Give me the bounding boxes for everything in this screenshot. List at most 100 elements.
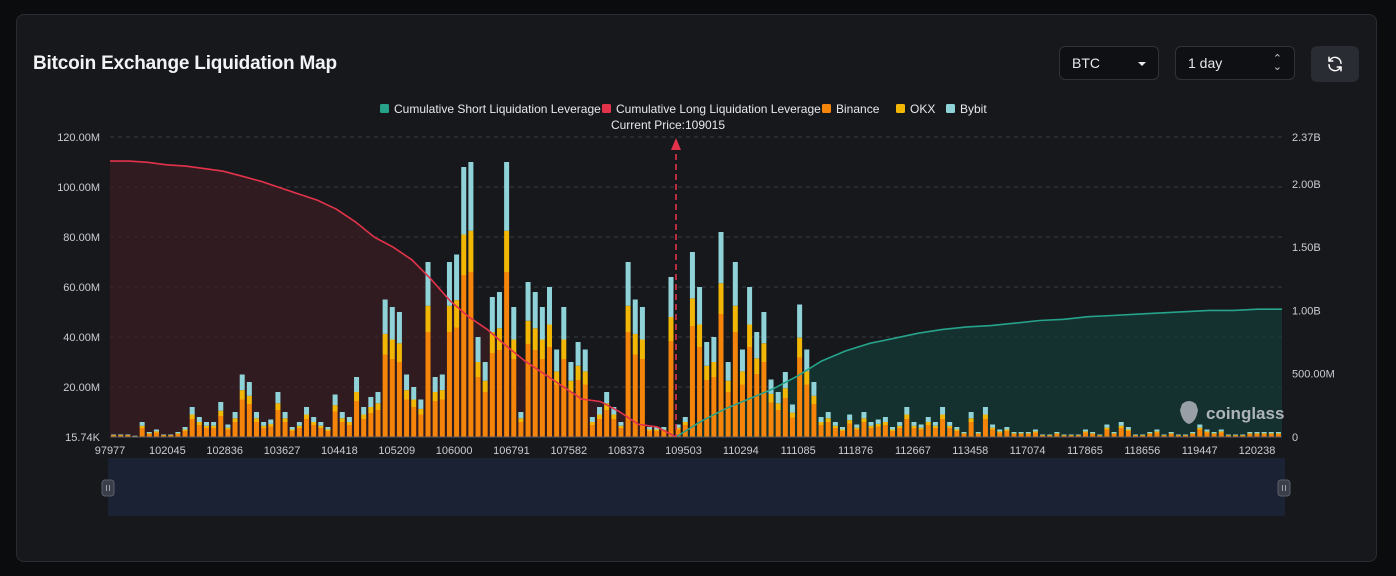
bar-okx (275, 403, 281, 410)
bar-bybit (196, 417, 202, 422)
refresh-button[interactable] (1311, 46, 1359, 82)
bar-bybit (804, 349, 810, 372)
bar-okx (897, 425, 903, 428)
bar-okx (1254, 433, 1260, 434)
bar-okx (861, 418, 867, 422)
legend-label: Binance (836, 102, 880, 116)
bar-binance (1075, 435, 1081, 437)
bar-binance (782, 398, 788, 437)
bar-bybit (847, 414, 853, 421)
bar-binance (1140, 435, 1146, 437)
bar-okx (239, 390, 245, 400)
bar-binance (296, 428, 302, 437)
bar-okx (196, 422, 202, 425)
bar-okx (311, 422, 317, 425)
y-left-tick: 80.00M (63, 232, 100, 244)
bar-okx (1211, 433, 1217, 434)
bar-okx (1247, 433, 1253, 434)
bar-okx (711, 362, 717, 377)
bar-bybit (911, 422, 917, 426)
bar-binance (418, 414, 424, 437)
bar-okx (1261, 433, 1267, 434)
bar-binance (439, 399, 445, 437)
bar-bybit (1218, 429, 1224, 432)
x-tick-label: 111876 (838, 445, 873, 457)
bar-binance (1090, 434, 1096, 437)
bar-bybit (1111, 432, 1117, 434)
bar-bybit (211, 422, 217, 426)
bar-binance (1125, 431, 1131, 437)
bar-okx (432, 392, 438, 401)
bar-bybit (697, 287, 703, 325)
x-tick-label: 119447 (1182, 445, 1218, 457)
bar-binance (1218, 432, 1224, 437)
bar-bybit (1047, 434, 1053, 436)
bar-okx (118, 435, 124, 436)
bar-binance (425, 332, 431, 437)
bar-bybit (504, 162, 510, 231)
refresh-icon (1328, 56, 1342, 72)
bar-okx (232, 418, 238, 422)
bar-okx (1161, 435, 1167, 436)
bar-okx (518, 418, 524, 422)
bar-bybit (1275, 432, 1281, 434)
bar-okx (132, 436, 138, 437)
x-tick-label: 108373 (608, 445, 645, 457)
bar-binance (797, 357, 803, 437)
bar-bybit (1082, 429, 1088, 432)
bar-okx (975, 433, 981, 434)
legend-label: Bybit (960, 102, 987, 116)
bar-okx (854, 427, 860, 430)
bar-binance (1161, 435, 1167, 437)
bar-okx (940, 414, 946, 419)
bar-bybit (754, 332, 760, 359)
bar-okx (461, 234, 467, 275)
bar-binance (275, 410, 281, 437)
legend-swatch (896, 104, 905, 113)
range-scrollbar[interactable] (101, 458, 1291, 516)
coinglass-logo-icon (1180, 401, 1198, 424)
bar-binance (539, 359, 545, 437)
bar-binance (1211, 434, 1217, 437)
bar-binance (875, 426, 881, 437)
bar-bybit (254, 412, 259, 419)
coin-select[interactable]: BTC (1059, 46, 1159, 80)
bar-okx (789, 412, 795, 418)
bar-binance (1233, 435, 1239, 437)
bar-binance (732, 332, 738, 437)
bar-binance (1047, 435, 1053, 437)
bar-okx (932, 425, 938, 428)
bar-bybit (296, 422, 302, 426)
range-select[interactable]: 1 day ⌃ ⌄ (1175, 46, 1295, 80)
bar-bybit (604, 392, 610, 404)
bar-okx (246, 395, 252, 404)
bar-bybit (1154, 429, 1160, 432)
bar-binance (396, 362, 402, 437)
bar-bybit (625, 262, 631, 306)
bar-binance (739, 384, 745, 437)
x-tick-label: 113458 (952, 445, 988, 457)
bar-binance (947, 428, 953, 437)
cumulative-areas (110, 161, 1282, 437)
x-tick-label: 106000 (436, 445, 473, 457)
x-tick-label: 107582 (550, 445, 587, 457)
y-right-tick: 2.37B (1292, 132, 1321, 144)
bar-binance (525, 344, 531, 437)
bar-bybit (968, 412, 974, 419)
x-tick-label: 97977 (95, 445, 126, 457)
bar-okx (504, 230, 510, 272)
bar-binance (582, 384, 588, 437)
bar-bybit (246, 382, 252, 396)
y-right-tick: 1.50B (1292, 242, 1321, 254)
bar-binance (1268, 434, 1274, 437)
bar-binance (761, 362, 767, 437)
bar-binance (1154, 432, 1160, 437)
bar-binance (482, 392, 488, 437)
bar-okx (1225, 435, 1231, 436)
x-tick-label: 118656 (1124, 445, 1160, 457)
bar-binance (261, 428, 267, 437)
bar-bybit (411, 387, 417, 400)
bar-okx (346, 422, 352, 425)
bar-okx (439, 390, 445, 400)
bar-bybit (446, 262, 452, 306)
